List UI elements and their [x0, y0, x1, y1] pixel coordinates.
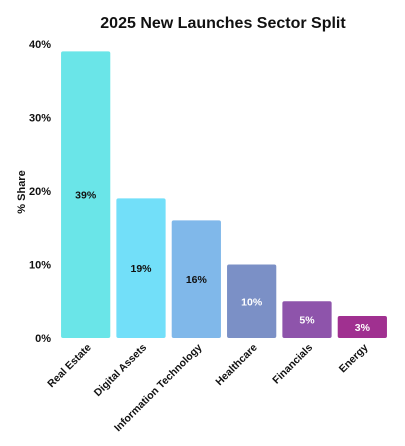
data-label: 10%: [241, 296, 263, 308]
bar: [116, 198, 166, 338]
y-tick-label: 10%: [29, 260, 51, 272]
x-tick-label: Energy: [337, 342, 371, 376]
bar: [282, 301, 332, 338]
x-tick-label: Digital Assets: [92, 342, 149, 399]
bar: [337, 315, 387, 338]
y-tick-label: 0%: [35, 333, 51, 345]
data-label: 39%: [75, 190, 97, 202]
y-tick-label: 20%: [29, 186, 51, 198]
x-tick-label: Real Estate: [45, 342, 94, 391]
bar-series: [61, 51, 387, 338]
y-axis-label: % Share: [16, 170, 28, 213]
x-tick-label: Financials: [270, 342, 315, 387]
data-label: 3%: [355, 322, 371, 334]
y-tick-label: 30%: [29, 113, 51, 125]
chart-title: 2025 New Launches Sector Split: [100, 15, 346, 32]
bar: [227, 264, 277, 338]
data-labels: 39% 19% 16% 10% 5% 3%: [75, 190, 370, 334]
x-tick-label: Healthcare: [213, 342, 260, 389]
data-label: 19%: [130, 263, 152, 275]
y-tick-label: 40%: [29, 39, 51, 51]
y-axis: 0% 10% 20% 30% 40%: [29, 39, 51, 345]
data-label: 5%: [299, 315, 315, 327]
bar: [61, 51, 111, 338]
data-label: 16%: [186, 274, 208, 286]
bar: [171, 220, 221, 338]
